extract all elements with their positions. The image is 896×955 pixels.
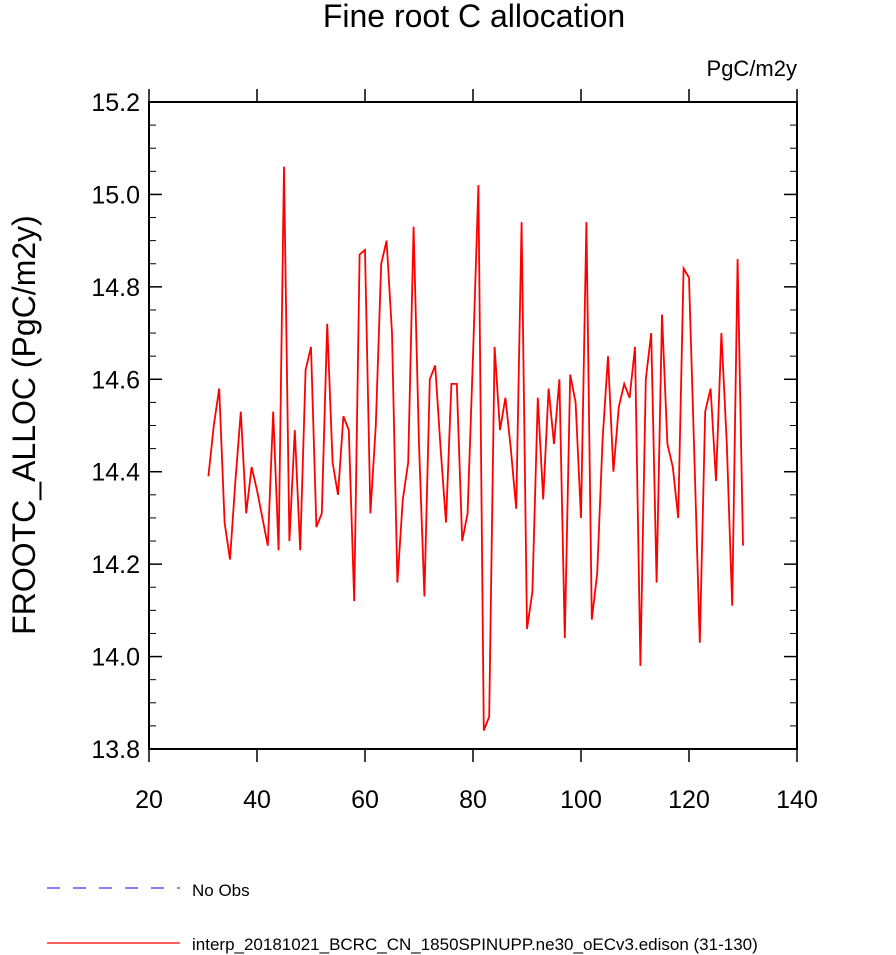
y-tick-label: 14.8: [91, 274, 140, 302]
legend: No Obs interp_20181021_BCRC_CN_1850SPINU…: [47, 881, 758, 954]
y-tick-label: 15.0: [91, 181, 140, 209]
series-line-0: [207, 166, 744, 731]
x-tick-label: 120: [668, 786, 710, 814]
chart-title: Fine root C allocation: [323, 0, 625, 34]
x-tick-label: 40: [243, 786, 271, 814]
legend-label-no-obs: No Obs: [192, 881, 250, 900]
x-tick-label: 140: [776, 786, 818, 814]
y-tick-label: 14.6: [91, 366, 140, 394]
y-axis-ticks: 13.8 14.0 14.2 14.4 14.6 14.8 15.0 15.2: [91, 89, 797, 764]
series-layer: [207, 166, 744, 731]
x-tick-label: 20: [135, 786, 163, 814]
x-axis-ticks: 20 40 60 80 100 120 140: [135, 89, 818, 814]
y-tick-label: 14.0: [91, 644, 140, 672]
y-axis-label: FROOTC_ALLOC (PgC/m2y): [6, 215, 42, 635]
units-label: PgC/m2y: [707, 56, 797, 81]
x-tick-label: 80: [459, 786, 487, 814]
legend-label-model: interp_20181021_BCRC_CN_1850SPINUPP.ne30…: [192, 935, 758, 954]
x-tick-label: 60: [351, 786, 379, 814]
y-tick-label: 15.2: [91, 89, 140, 117]
y-tick-label: 13.8: [91, 736, 140, 764]
plot-frame: [148, 101, 798, 750]
x-tick-label: 100: [560, 786, 602, 814]
y-tick-label: 14.4: [91, 459, 140, 487]
y-tick-label: 14.2: [91, 551, 140, 579]
